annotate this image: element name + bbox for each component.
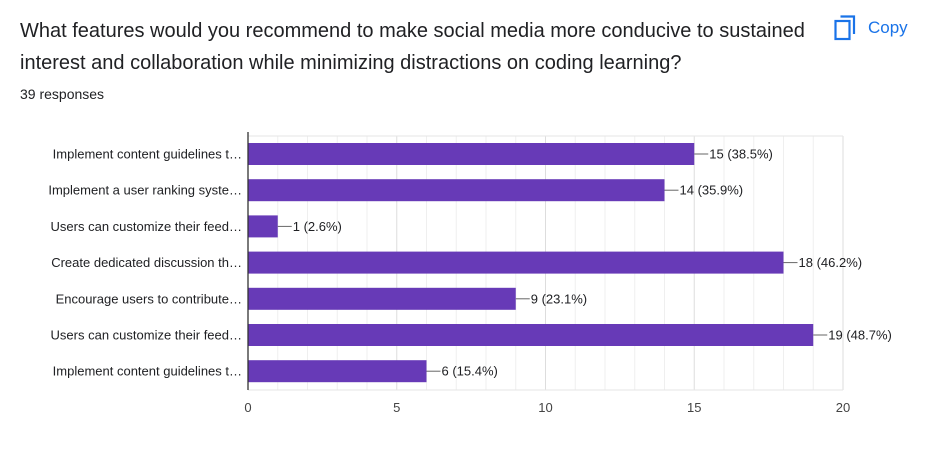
category-label: Users can customize their feed… — [51, 328, 242, 343]
category-label: Create dedicated discussion th… — [51, 255, 242, 270]
x-tick-label: 5 — [393, 400, 400, 415]
copy-label: Copy — [868, 18, 908, 37]
category-label: Encourage users to contribute… — [56, 291, 242, 306]
copy-button[interactable]: Copy — [828, 10, 914, 46]
question-title: What features would you recommend to mak… — [20, 20, 805, 74]
response-count: 39 responses — [20, 86, 105, 102]
x-tick-label: 10 — [538, 400, 552, 415]
bar[interactable] — [248, 360, 427, 383]
bar[interactable] — [248, 179, 665, 202]
data-label: 19 (48.7%) — [828, 328, 892, 343]
data-label: 6 (15.4%) — [442, 364, 498, 379]
category-label: Users can customize their feed… — [51, 219, 242, 234]
data-label: 1 (2.6%) — [293, 219, 342, 234]
bar[interactable] — [248, 215, 278, 238]
x-tick-label: 0 — [244, 400, 251, 415]
copy-icon — [834, 15, 856, 41]
category-label: Implement a user ranking syste… — [48, 183, 242, 198]
bar[interactable] — [248, 324, 814, 346]
data-label: 14 (35.9%) — [680, 183, 744, 198]
data-label: 9 (23.1%) — [531, 291, 587, 306]
bar[interactable] — [248, 143, 695, 165]
bar[interactable] — [248, 287, 516, 310]
x-tick-label: 20 — [836, 400, 850, 415]
category-label: Implement content guidelines t… — [53, 364, 242, 379]
data-label: 15 (38.5%) — [709, 147, 773, 162]
bar[interactable] — [248, 251, 784, 274]
category-label: Implement content guidelines t… — [53, 147, 242, 162]
x-tick-label: 15 — [687, 400, 701, 415]
data-label: 18 (46.2%) — [799, 255, 863, 270]
